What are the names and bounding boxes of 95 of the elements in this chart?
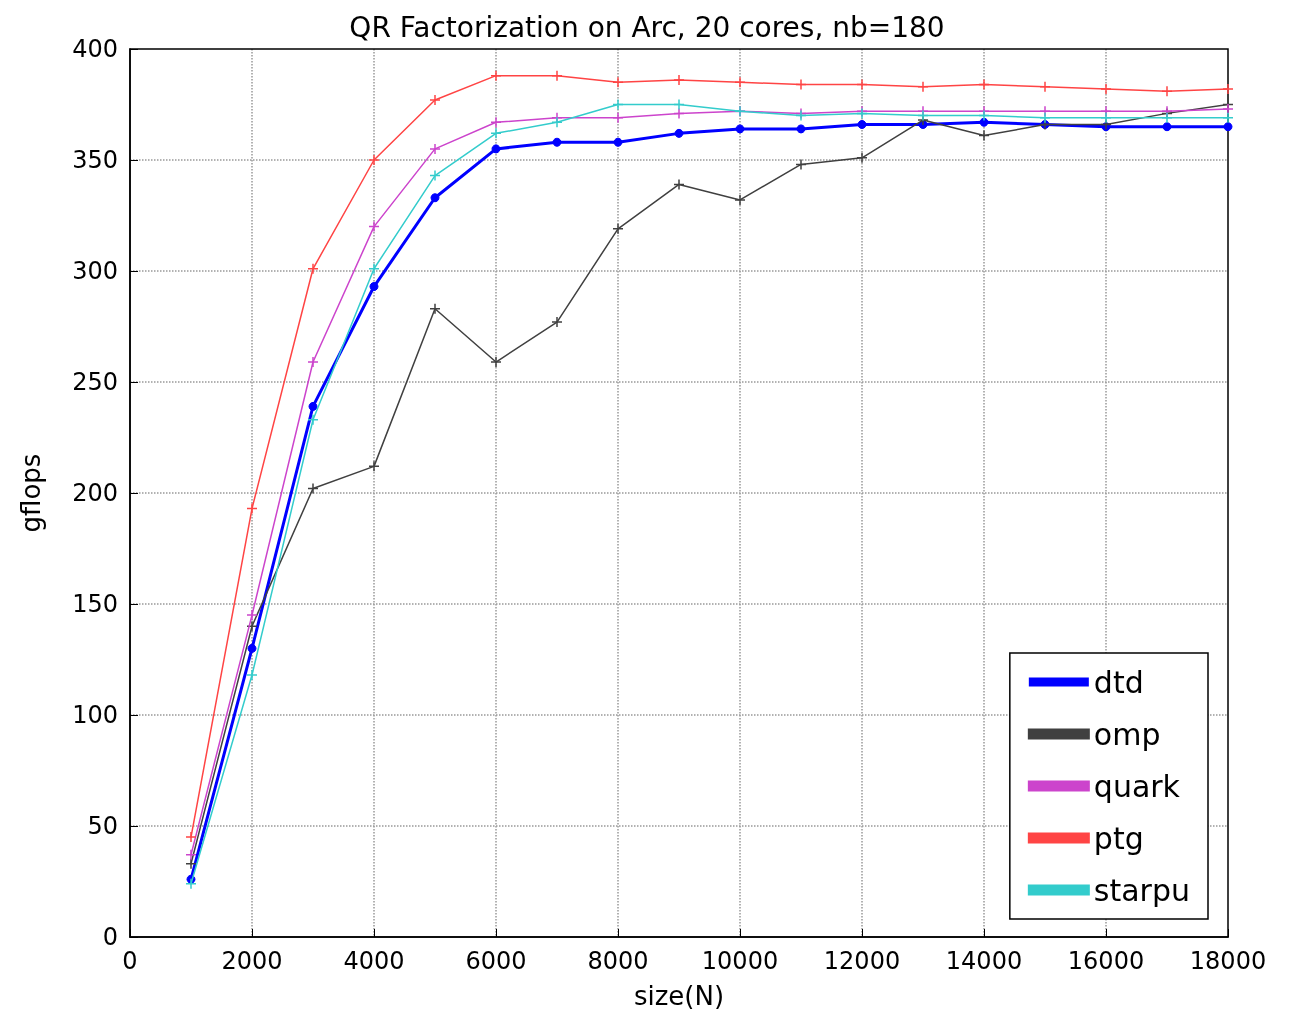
x-axis-title: size(N)	[633, 981, 725, 1011]
point	[978, 129, 990, 142]
point	[307, 263, 319, 275]
legend-label: omp	[1093, 716, 1161, 752]
legend-label: dtd	[1093, 664, 1144, 700]
point	[1222, 112, 1234, 124]
point	[368, 460, 380, 473]
x-tick-label: 4000	[343, 947, 405, 975]
y-tick-label: 400	[72, 35, 118, 63]
point	[673, 74, 685, 86]
x-tick-label: 14000	[945, 947, 1023, 975]
point	[551, 69, 563, 82]
point	[612, 98, 624, 111]
x-tick-label: 18000	[1189, 947, 1267, 975]
point	[430, 193, 440, 203]
point	[612, 112, 624, 124]
y-tick-label: 0	[102, 923, 118, 951]
point	[429, 94, 441, 106]
point	[551, 116, 563, 129]
point	[1100, 83, 1112, 95]
point	[307, 482, 319, 495]
point	[673, 107, 685, 120]
x-tick-label: 2000	[221, 947, 283, 975]
point	[917, 109, 929, 122]
point	[1039, 80, 1051, 93]
point	[674, 128, 684, 138]
point	[185, 857, 197, 870]
point	[307, 356, 319, 368]
x-tick-label: 8000	[587, 947, 649, 975]
point	[612, 76, 624, 89]
x-tick-label: 6000	[465, 947, 527, 975]
point	[185, 877, 197, 890]
point	[490, 127, 502, 140]
y-tick-label: 100	[72, 701, 118, 729]
y-tick-label: 250	[72, 368, 118, 396]
point	[368, 263, 380, 275]
point	[491, 144, 501, 154]
point	[612, 223, 624, 235]
point	[1222, 83, 1234, 95]
point	[978, 109, 990, 122]
point	[490, 356, 502, 368]
point	[369, 282, 379, 292]
y-tick-label: 50	[87, 812, 118, 840]
point	[917, 80, 929, 93]
point	[490, 116, 502, 129]
point	[185, 831, 197, 843]
point	[673, 98, 685, 111]
x-tick-label: 10000	[701, 947, 779, 975]
point	[734, 194, 746, 206]
y-tick-label: 150	[72, 590, 118, 618]
point	[551, 316, 563, 328]
point	[246, 502, 258, 515]
point	[1039, 112, 1051, 124]
point	[307, 413, 319, 426]
chart-title: QR Factorization on Arc, 20 cores, nb=180	[349, 10, 945, 44]
y-axis-title: gflops	[16, 453, 46, 533]
y-tick-label: 200	[72, 479, 118, 507]
point	[246, 609, 258, 621]
x-tick-label: 16000	[1067, 947, 1145, 975]
legend-label: quark	[1093, 768, 1181, 804]
point	[735, 124, 745, 134]
x-tick-label: 0	[122, 947, 138, 975]
y-tick-label: 350	[72, 146, 118, 174]
point	[429, 143, 441, 155]
point	[856, 152, 868, 164]
y-tick-label: 300	[72, 257, 118, 285]
point	[1100, 112, 1112, 124]
point	[368, 154, 380, 166]
point	[1222, 103, 1234, 115]
point	[246, 669, 258, 681]
x-tick-label: 12000	[823, 947, 901, 975]
point	[429, 169, 441, 182]
point	[552, 137, 562, 147]
point	[1161, 112, 1173, 124]
point	[795, 158, 807, 171]
point	[856, 78, 868, 91]
point	[796, 124, 806, 134]
point	[1161, 85, 1173, 97]
point	[1223, 122, 1233, 132]
point	[734, 76, 746, 89]
point	[1162, 122, 1172, 132]
point	[673, 178, 685, 191]
point	[308, 401, 318, 411]
point	[429, 302, 441, 315]
point	[490, 69, 502, 82]
point	[247, 643, 257, 653]
point	[857, 119, 867, 129]
point	[368, 220, 380, 233]
legend-label: starpu	[1093, 872, 1190, 908]
legend-label: ptg	[1093, 820, 1144, 856]
point	[613, 137, 623, 147]
point	[795, 78, 807, 91]
point	[185, 849, 197, 861]
point	[978, 78, 990, 91]
point	[246, 620, 258, 632]
